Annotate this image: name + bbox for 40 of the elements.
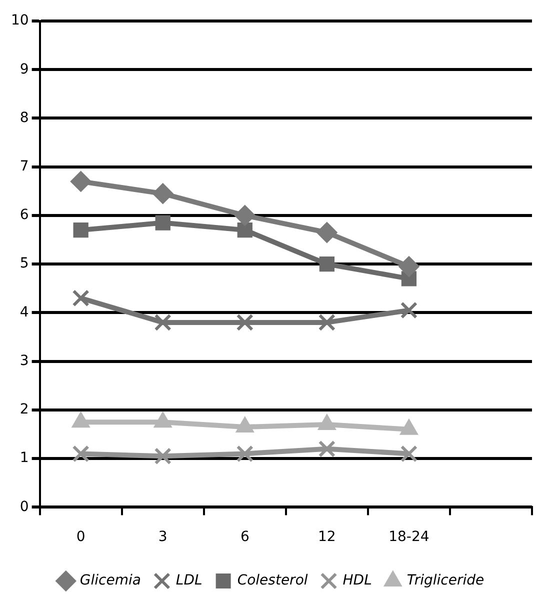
point <box>73 222 88 238</box>
point <box>155 215 170 230</box>
legend-label: Colesterol <box>237 572 308 589</box>
point <box>318 314 336 332</box>
point <box>236 314 254 332</box>
point <box>70 170 92 192</box>
legend-label: Glicemia <box>80 572 141 589</box>
point <box>237 222 252 238</box>
legend-label: Trigliceride <box>406 572 484 589</box>
y-tick-label: 0 <box>20 498 29 515</box>
point <box>318 440 336 458</box>
point <box>319 256 334 272</box>
y-tick-label: 3 <box>20 352 29 369</box>
y-tick-label: 10 <box>10 12 29 29</box>
y-tick-label: 7 <box>20 158 29 174</box>
point <box>236 445 254 462</box>
x-tick-label: 12 <box>318 529 336 546</box>
y-tick-label: 2 <box>20 402 29 418</box>
x-tick-label: 3 <box>158 529 168 546</box>
x-tick-label: 18-24 <box>388 529 430 546</box>
x-tick-label: 6 <box>240 529 250 546</box>
point <box>400 445 418 462</box>
legend-label: HDL <box>342 572 372 589</box>
x-tick-label: 0 <box>76 529 86 546</box>
point <box>154 314 172 332</box>
y-tick-label: 5 <box>20 256 29 272</box>
point <box>234 204 256 226</box>
point <box>316 222 338 243</box>
legend-label: LDL <box>176 572 202 589</box>
y-tick-label: 9 <box>20 61 29 78</box>
y-tick-label: 4 <box>20 304 29 320</box>
y-tick-label: 1 <box>20 450 29 466</box>
point <box>154 448 172 465</box>
point <box>400 302 418 319</box>
point <box>398 256 420 278</box>
point <box>72 290 90 307</box>
y-tick-label: 6 <box>20 207 29 224</box>
point <box>152 183 174 204</box>
y-tick-label: 8 <box>20 110 29 126</box>
point <box>72 445 90 462</box>
